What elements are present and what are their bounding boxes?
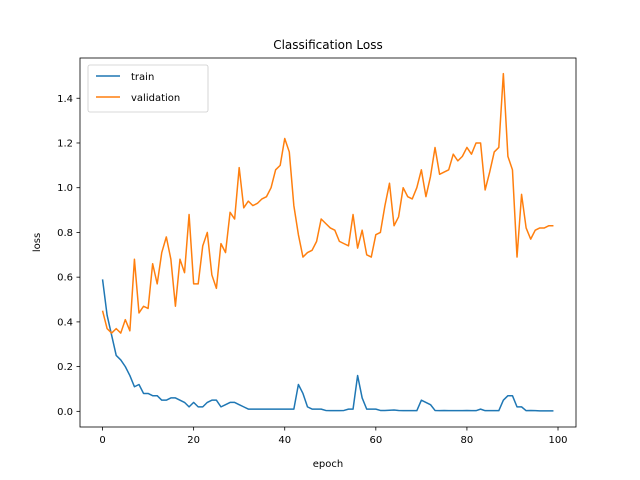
y-tick-label: 0.6 bbox=[57, 273, 73, 284]
x-tick-label: 20 bbox=[187, 435, 200, 446]
y-tick-label: 1.4 bbox=[57, 94, 73, 105]
x-tick-label: 100 bbox=[548, 435, 567, 446]
x-tick-label: 60 bbox=[369, 435, 382, 446]
series-lines bbox=[101, 72, 554, 412]
x-tick-label: 40 bbox=[278, 435, 291, 446]
x-tick-label: 0 bbox=[99, 435, 105, 446]
y-tick-label: 0.2 bbox=[57, 362, 73, 373]
y-tick-label: 0.0 bbox=[57, 407, 73, 418]
axis-ticks: 0 20 40 60 80 100 0.0 0.2 0.4 0.6 0.8 1.0 1.2 1.4 bbox=[57, 94, 567, 446]
x-axis-label: epoch bbox=[313, 459, 343, 470]
legend-label-train: train bbox=[131, 72, 154, 83]
series-line-train bbox=[101, 279, 554, 412]
axes-frame bbox=[79, 57, 577, 428]
x-tick-label: 80 bbox=[461, 435, 474, 446]
y-tick-label: 1.2 bbox=[57, 138, 73, 149]
chart-title: Classification Loss bbox=[273, 38, 383, 52]
y-tick-label: 0.4 bbox=[57, 317, 73, 328]
y-tick-label: 1.0 bbox=[57, 183, 73, 194]
legend-label-validation: validation bbox=[131, 93, 180, 104]
legend: train validation bbox=[87, 64, 209, 113]
series-line-validation bbox=[101, 72, 554, 334]
y-axis-label: loss bbox=[32, 233, 43, 252]
y-tick-label: 0.8 bbox=[57, 228, 73, 239]
